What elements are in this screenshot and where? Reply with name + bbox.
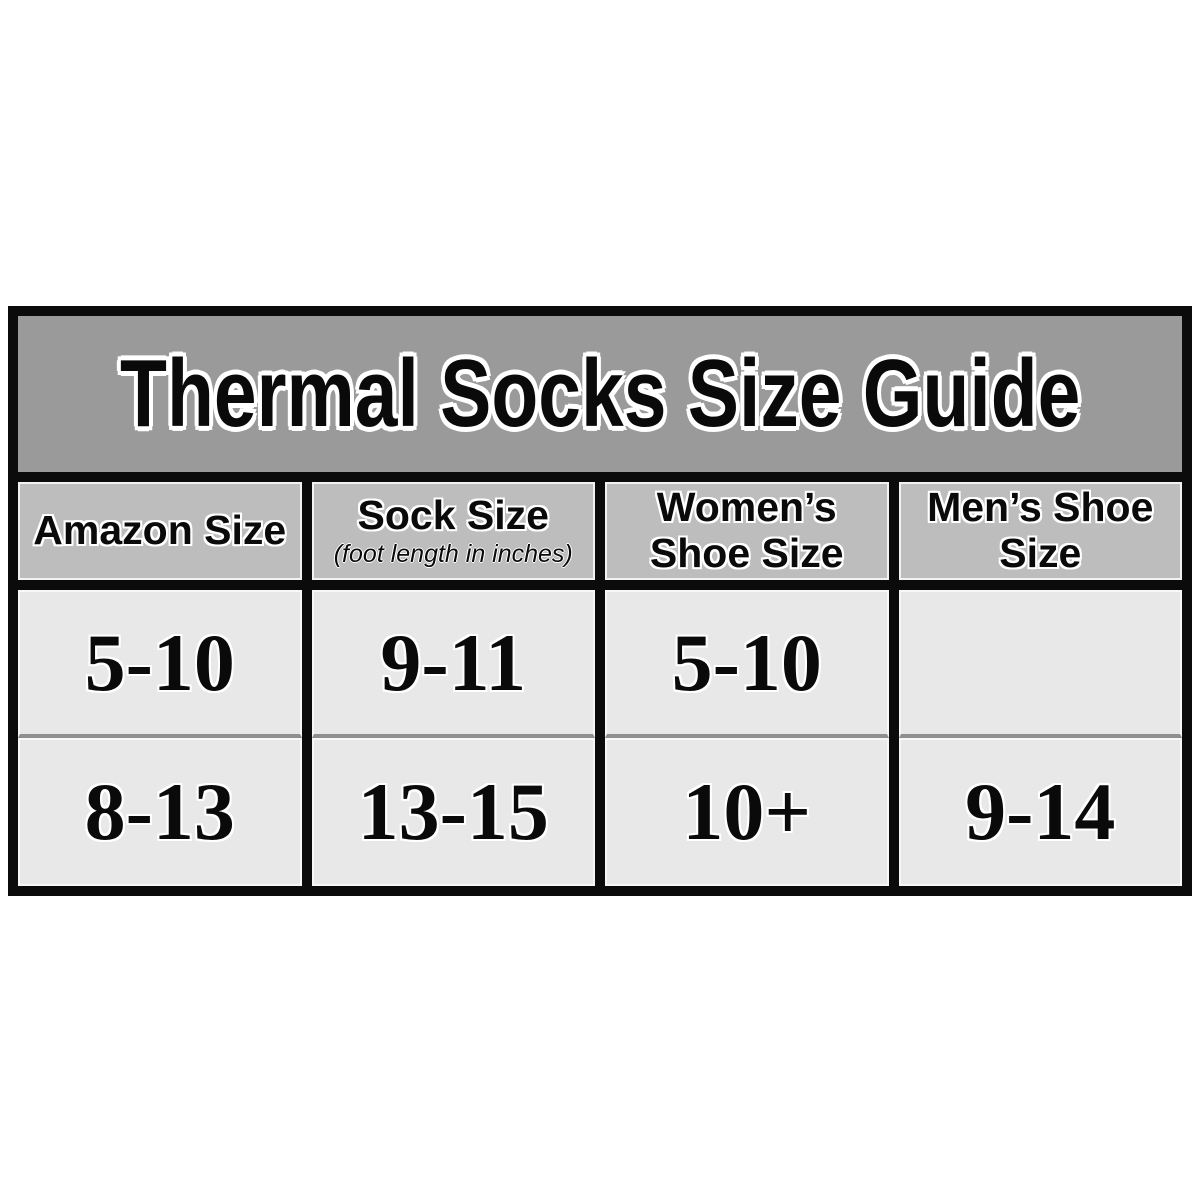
size-cell-row1-amazon: 5-10 bbox=[18, 590, 302, 738]
table-header-row: Amazon Size Sock Size (foot length in in… bbox=[18, 482, 1182, 580]
header-cell-amazon-size: Amazon Size bbox=[18, 482, 302, 580]
size-cell-row2-womens: 10+ bbox=[605, 738, 889, 886]
size-cell-row2-sock: 13-15 bbox=[311, 738, 595, 886]
size-cell-row1-womens: 5-10 bbox=[605, 590, 889, 738]
header-cell-sock-size: Sock Size (foot length in inches) bbox=[311, 482, 595, 580]
size-cell-row2-mens: 9-14 bbox=[898, 738, 1182, 886]
size-cell-row1-sock: 9-11 bbox=[311, 590, 595, 738]
column-header-label: Sock Size bbox=[357, 491, 549, 538]
header-cell-mens-shoe-size: Men’s Shoe Size bbox=[898, 482, 1182, 580]
size-cell-row1-mens bbox=[898, 590, 1182, 738]
column-header-label: Men’s Shoe Size bbox=[927, 484, 1154, 576]
size-cell-row2-amazon: 8-13 bbox=[18, 738, 302, 886]
header-cell-womens-shoe-size: Women’s Shoe Size bbox=[605, 482, 889, 580]
size-guide-table: Thermal Socks Size Guide Amazon Size Soc… bbox=[8, 306, 1192, 896]
title-banner: Thermal Socks Size Guide bbox=[18, 316, 1182, 472]
table-body: 5-10 9-11 5-10 8-13 13-15 10+ 9-14 bbox=[18, 590, 1182, 886]
column-header-sublabel: (foot length in inches) bbox=[333, 540, 573, 569]
column-header-label: Women’s Shoe Size bbox=[649, 484, 844, 576]
column-header-label: Amazon Size bbox=[33, 507, 287, 554]
page-title: Thermal Socks Size Guide bbox=[119, 340, 1081, 447]
